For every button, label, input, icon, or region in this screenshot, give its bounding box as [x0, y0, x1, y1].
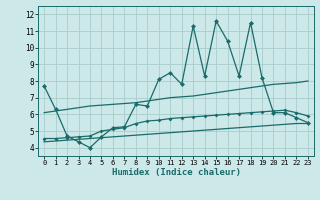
X-axis label: Humidex (Indice chaleur): Humidex (Indice chaleur) [111, 168, 241, 177]
